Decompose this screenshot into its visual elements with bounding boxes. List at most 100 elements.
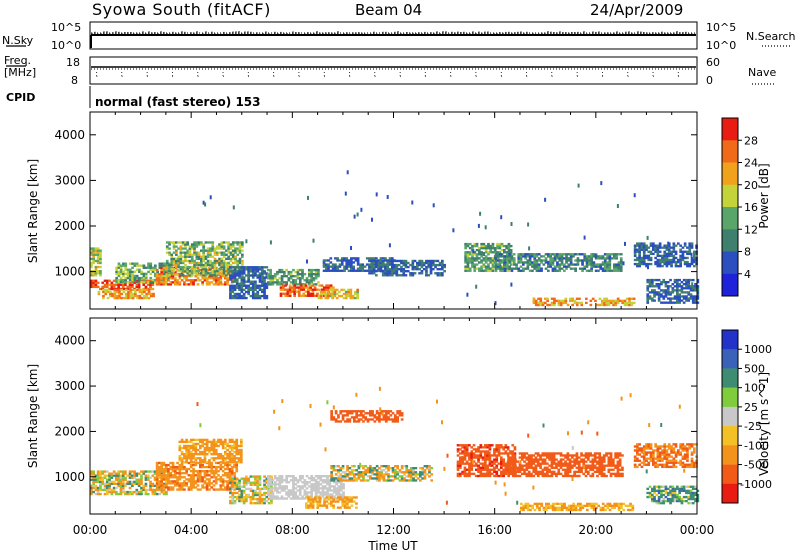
data-cell: [642, 262, 646, 266]
data-cell: [357, 418, 361, 421]
data-cell: [332, 416, 336, 419]
data-cell: [495, 470, 499, 474]
data-cell: [477, 456, 480, 459]
data-cell: [108, 484, 111, 488]
data-cell: [666, 287, 670, 290]
data-cell: [680, 295, 684, 298]
data-cell: [687, 283, 691, 286]
data-cell: [332, 465, 336, 468]
data-cell: [394, 465, 397, 468]
data-cell: [279, 286, 283, 289]
data-cell: [240, 278, 244, 281]
data-cell: [600, 301, 604, 305]
data-cell: [124, 272, 128, 276]
data-cell: [206, 241, 210, 244]
data-cell: [617, 265, 621, 268]
data-cell: [334, 465, 338, 468]
data-cell: [219, 486, 223, 489]
data-cell: [121, 470, 125, 473]
data-cell: [341, 479, 345, 482]
data-cell: [247, 288, 250, 292]
data-cell: [333, 292, 337, 296]
data-cell: [493, 462, 496, 465]
data-cell: [155, 283, 159, 286]
data-cell: [569, 255, 573, 258]
data-cell: [108, 480, 111, 484]
data-cell: [189, 486, 193, 489]
data-cell: [273, 481, 277, 484]
data-cell: [339, 483, 343, 486]
data-cell: [420, 270, 424, 273]
data-cell: [335, 479, 338, 482]
data-cell: [310, 277, 313, 280]
data-cell: [348, 477, 352, 480]
data-cell: [679, 244, 682, 247]
data-cell: [350, 257, 353, 260]
data-cell: [154, 264, 157, 267]
data-cell: [375, 412, 379, 415]
data-cell: [258, 481, 262, 484]
data-cell: [115, 490, 118, 494]
data-cell: [663, 252, 667, 256]
data-cell: [404, 259, 408, 263]
data-cell: [135, 472, 139, 475]
data-cell: [195, 270, 199, 273]
data-cell: [175, 249, 178, 252]
data-cell: [321, 479, 325, 482]
data-cell: [131, 292, 135, 296]
data-cell: [327, 496, 331, 499]
data-cell: [464, 257, 467, 260]
data-cell: [423, 475, 427, 478]
data-cell: [387, 469, 390, 472]
data-cell: [389, 475, 393, 478]
data-cell: [242, 502, 246, 505]
data-cell: [276, 283, 279, 286]
data-cell: [465, 462, 469, 465]
data-cell: [233, 481, 237, 484]
data-cell: [504, 466, 508, 469]
data-cell: [202, 251, 205, 254]
data-cell: [443, 263, 446, 267]
data-cell: [472, 456, 476, 459]
data-cell: [317, 273, 320, 276]
data-cell: [212, 484, 216, 487]
data-cell: [138, 288, 142, 292]
data-cell: [509, 263, 513, 266]
data-cell: [267, 275, 270, 278]
data-cell: [202, 247, 205, 250]
data-cell: [167, 474, 170, 477]
data-cell: [99, 488, 102, 492]
data-cell: [251, 296, 255, 300]
data-cell: [658, 242, 662, 245]
data-cell: [144, 285, 148, 289]
data-cell: [265, 294, 269, 298]
data-cell: [179, 268, 183, 271]
data-cell: [309, 500, 313, 503]
data-cell: [484, 244, 488, 248]
data-cell: [508, 265, 511, 268]
data-cell: [294, 493, 298, 496]
data-cell: [288, 286, 292, 289]
data-cell: [235, 487, 239, 491]
data-cell: [590, 267, 593, 270]
data-cell: [321, 495, 325, 498]
data-cell: [251, 280, 255, 283]
data-cell: [221, 444, 225, 448]
data-cell: [332, 479, 336, 482]
data-cell: [427, 265, 431, 269]
data-cell: [326, 290, 330, 294]
data-cell: [606, 253, 609, 256]
data-cell: [691, 295, 695, 298]
data-cell: [235, 481, 239, 484]
data-cell: [179, 261, 183, 265]
data-cell: [263, 499, 266, 503]
data-cell: [181, 247, 185, 250]
data-cell: [254, 274, 257, 277]
data-cell: [333, 485, 336, 488]
data-cell: [231, 290, 235, 294]
data-cell: [470, 454, 474, 457]
data-cell: [183, 281, 186, 284]
data-cell: [162, 266, 166, 270]
data-cell: [486, 454, 489, 457]
data-cell: [261, 493, 264, 497]
